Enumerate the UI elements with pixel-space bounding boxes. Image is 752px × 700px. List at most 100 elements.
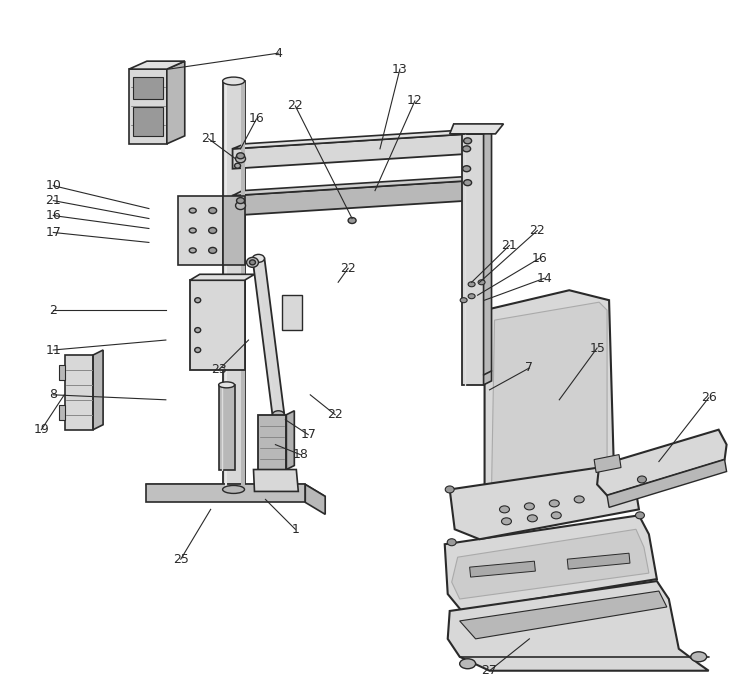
Polygon shape bbox=[59, 365, 65, 380]
Ellipse shape bbox=[190, 228, 196, 233]
Ellipse shape bbox=[223, 486, 244, 493]
Polygon shape bbox=[146, 484, 325, 496]
Polygon shape bbox=[133, 77, 163, 99]
Ellipse shape bbox=[195, 298, 201, 302]
Ellipse shape bbox=[462, 146, 471, 152]
Polygon shape bbox=[59, 405, 65, 420]
Text: 22: 22 bbox=[340, 262, 356, 275]
Polygon shape bbox=[65, 355, 93, 430]
Text: 10: 10 bbox=[45, 179, 61, 193]
Polygon shape bbox=[459, 591, 667, 639]
Text: 17: 17 bbox=[45, 226, 61, 239]
Text: 17: 17 bbox=[300, 428, 316, 441]
Ellipse shape bbox=[237, 197, 244, 204]
Ellipse shape bbox=[208, 228, 217, 234]
Polygon shape bbox=[223, 81, 244, 489]
Text: 16: 16 bbox=[532, 252, 547, 265]
Ellipse shape bbox=[235, 155, 245, 162]
Polygon shape bbox=[462, 134, 484, 385]
Polygon shape bbox=[450, 124, 504, 134]
Text: 11: 11 bbox=[45, 344, 61, 356]
Ellipse shape bbox=[447, 539, 456, 546]
Polygon shape bbox=[232, 129, 481, 149]
Text: 22: 22 bbox=[529, 224, 545, 237]
Polygon shape bbox=[93, 350, 103, 430]
Ellipse shape bbox=[219, 382, 235, 388]
Polygon shape bbox=[177, 195, 223, 265]
Text: 13: 13 bbox=[392, 62, 408, 76]
Ellipse shape bbox=[250, 260, 256, 265]
Polygon shape bbox=[484, 130, 492, 385]
Ellipse shape bbox=[235, 163, 241, 168]
Polygon shape bbox=[259, 414, 287, 470]
Polygon shape bbox=[597, 430, 726, 496]
Text: 21: 21 bbox=[201, 132, 217, 146]
Polygon shape bbox=[282, 295, 302, 330]
Ellipse shape bbox=[635, 512, 644, 519]
Text: 19: 19 bbox=[33, 424, 49, 436]
Ellipse shape bbox=[575, 496, 584, 503]
Ellipse shape bbox=[464, 180, 472, 186]
Ellipse shape bbox=[460, 298, 467, 302]
Ellipse shape bbox=[208, 208, 217, 213]
Ellipse shape bbox=[190, 208, 196, 213]
Ellipse shape bbox=[237, 153, 244, 159]
Ellipse shape bbox=[551, 512, 561, 519]
Ellipse shape bbox=[195, 328, 201, 332]
Ellipse shape bbox=[478, 280, 485, 285]
Text: 21: 21 bbox=[502, 239, 517, 252]
Ellipse shape bbox=[462, 166, 471, 172]
Polygon shape bbox=[167, 61, 185, 144]
Ellipse shape bbox=[549, 500, 559, 507]
Polygon shape bbox=[232, 176, 480, 195]
Ellipse shape bbox=[445, 486, 454, 493]
Polygon shape bbox=[607, 460, 726, 508]
Ellipse shape bbox=[272, 411, 284, 419]
Text: 15: 15 bbox=[589, 342, 605, 354]
Text: 12: 12 bbox=[407, 94, 423, 108]
Ellipse shape bbox=[464, 138, 472, 144]
Text: 22: 22 bbox=[327, 408, 343, 421]
Text: 26: 26 bbox=[701, 391, 717, 405]
Ellipse shape bbox=[499, 506, 509, 513]
Ellipse shape bbox=[253, 254, 265, 262]
Polygon shape bbox=[129, 69, 167, 144]
Ellipse shape bbox=[190, 248, 196, 253]
Polygon shape bbox=[305, 484, 325, 514]
Polygon shape bbox=[223, 195, 244, 265]
Text: 22: 22 bbox=[287, 99, 303, 113]
Polygon shape bbox=[567, 553, 630, 569]
Ellipse shape bbox=[459, 659, 475, 668]
Polygon shape bbox=[594, 454, 621, 472]
Polygon shape bbox=[219, 385, 235, 470]
Text: 16: 16 bbox=[249, 113, 265, 125]
Text: 7: 7 bbox=[526, 361, 533, 374]
Polygon shape bbox=[447, 581, 708, 671]
Ellipse shape bbox=[524, 503, 535, 510]
Polygon shape bbox=[190, 274, 254, 280]
Polygon shape bbox=[232, 181, 470, 216]
Ellipse shape bbox=[691, 652, 707, 662]
Ellipse shape bbox=[235, 202, 245, 209]
Text: 16: 16 bbox=[45, 209, 61, 222]
Polygon shape bbox=[444, 515, 657, 611]
Polygon shape bbox=[287, 411, 294, 470]
Polygon shape bbox=[232, 134, 470, 169]
Ellipse shape bbox=[208, 247, 217, 253]
Ellipse shape bbox=[247, 258, 259, 267]
Polygon shape bbox=[146, 484, 305, 503]
Ellipse shape bbox=[348, 218, 356, 223]
Polygon shape bbox=[470, 561, 535, 577]
Ellipse shape bbox=[527, 514, 538, 522]
Text: 2: 2 bbox=[50, 304, 57, 316]
Polygon shape bbox=[241, 81, 244, 489]
Polygon shape bbox=[450, 465, 639, 539]
Text: 8: 8 bbox=[50, 389, 57, 401]
Ellipse shape bbox=[638, 476, 647, 483]
Polygon shape bbox=[253, 258, 284, 414]
Ellipse shape bbox=[468, 294, 475, 299]
Ellipse shape bbox=[223, 77, 244, 85]
Text: 1: 1 bbox=[291, 523, 299, 536]
Text: 14: 14 bbox=[536, 272, 552, 285]
Text: 18: 18 bbox=[293, 448, 308, 461]
